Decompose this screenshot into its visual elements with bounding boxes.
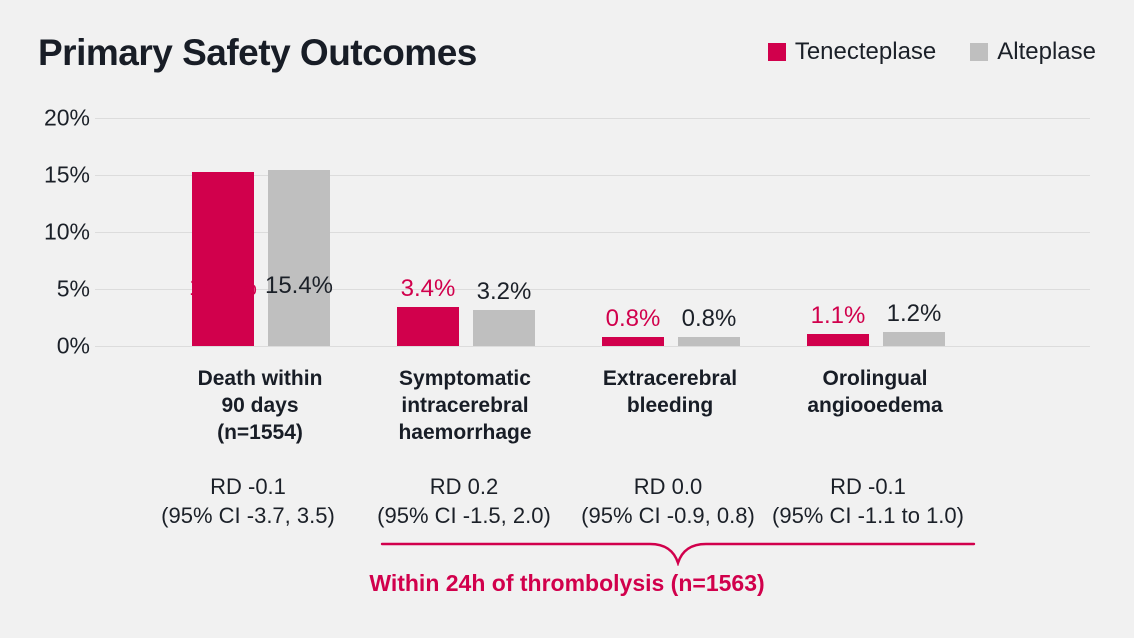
plot-area: 15.3% 15.4% 3.4% 3.2% 0.8% 0.8% 1.1% 1.2… <box>95 118 1090 347</box>
brace-caption: Within 24h of thrombolysis (n=1563) <box>369 570 765 596</box>
bar-value-label: 15.4% <box>264 272 334 300</box>
gridline <box>95 289 1090 290</box>
gridline <box>95 346 1090 347</box>
legend-swatch-icon <box>767 43 786 61</box>
brace-icon <box>380 542 976 567</box>
y-tick-label: 10% <box>43 218 90 245</box>
gridline <box>95 175 1090 176</box>
y-axis: 0% 5% 10% 15% 20% <box>38 105 90 359</box>
bar-value-label: 1.2% <box>886 300 942 328</box>
y-tick-label: 0% <box>56 332 90 359</box>
category-label-sich: Symptomatic intracerebral haemorrhage <box>398 366 531 447</box>
category-label-line: Extracerebral <box>602 367 738 390</box>
bar-tenecteplase[interactable] <box>192 171 254 346</box>
legend-item-label: Tenecteplase <box>794 38 937 65</box>
bar-value-label: 1.1% <box>810 301 866 329</box>
bar-value-label: 3.2% <box>476 277 532 305</box>
legend-swatch-icon <box>970 43 989 61</box>
bar-alteplase[interactable] <box>473 309 535 346</box>
bar-alteplase[interactable] <box>883 332 945 346</box>
category-label-line: Death within <box>197 367 323 390</box>
bar-alteplase[interactable] <box>678 336 740 346</box>
bar-alteplase[interactable] <box>268 170 330 346</box>
bar-value-label: 3.4% <box>400 275 456 303</box>
category-label-line: angiooedema <box>807 393 943 417</box>
rd-value: RD -0.1 <box>210 474 286 499</box>
bar-tenecteplase[interactable] <box>602 336 664 346</box>
category-label-line: 90 days <box>221 393 299 417</box>
gridline <box>95 118 1090 119</box>
rd-value: RD 0.0 <box>633 474 703 499</box>
rd-ci: (95% CI -0.9, 0.8) <box>581 503 755 529</box>
rd-value: RD -0.1 <box>830 474 906 499</box>
legend-item-tenecteplase[interactable]: Tenecteplase <box>767 38 937 66</box>
bar-tenecteplase[interactable] <box>807 333 869 346</box>
category-label-death: Death within 90 days (n=1554) <box>198 366 323 447</box>
category-label-line: intracerebral <box>401 393 529 417</box>
brace-annotation <box>380 538 976 567</box>
bar-value-label: 0.8% <box>681 304 737 332</box>
rd-label-death: RD -0.1 (95% CI -3.7, 3.5) <box>161 472 335 530</box>
rd-value: RD 0.2 <box>429 474 499 499</box>
legend: Tenecteplase Alteplase <box>767 38 1096 66</box>
category-label-line: bleeding <box>626 393 714 417</box>
rd-ci: (95% CI -1.5, 2.0) <box>377 503 551 529</box>
legend-item-label: Alteplase <box>997 38 1096 65</box>
rd-label-sich: RD 0.2 (95% CI -1.5, 2.0) <box>377 472 551 530</box>
category-label-line: (n=1554) <box>217 420 303 444</box>
category-label-line: Orolingual <box>822 367 928 390</box>
category-label-orolingual-angiooedema: Orolingual angiooedema <box>807 366 942 420</box>
category-label-line: Symptomatic <box>399 367 531 390</box>
bar-value-label: 0.8% <box>605 304 661 332</box>
bar-value-label: 15.3% <box>188 273 258 301</box>
rd-ci: (95% CI -1.1 to 1.0) <box>772 503 964 529</box>
y-tick-label: 15% <box>43 161 90 188</box>
rd-label-extracerebral-bleeding: RD 0.0 (95% CI -0.9, 0.8) <box>581 472 755 530</box>
rd-ci: (95% CI -3.7, 3.5) <box>161 503 335 529</box>
bar-tenecteplase[interactable] <box>397 307 459 346</box>
gridline <box>95 232 1090 233</box>
y-tick-label: 5% <box>56 275 90 302</box>
category-label-line: haemorrhage <box>398 420 532 444</box>
rd-label-orolingual-angiooedema: RD -0.1 (95% CI -1.1 to 1.0) <box>772 472 964 530</box>
legend-item-alteplase[interactable]: Alteplase <box>970 38 1096 66</box>
page-title: Primary Safety Outcomes <box>38 32 477 73</box>
y-tick-label: 20% <box>43 104 90 131</box>
category-label-extracerebral-bleeding: Extracerebral bleeding <box>603 366 737 420</box>
